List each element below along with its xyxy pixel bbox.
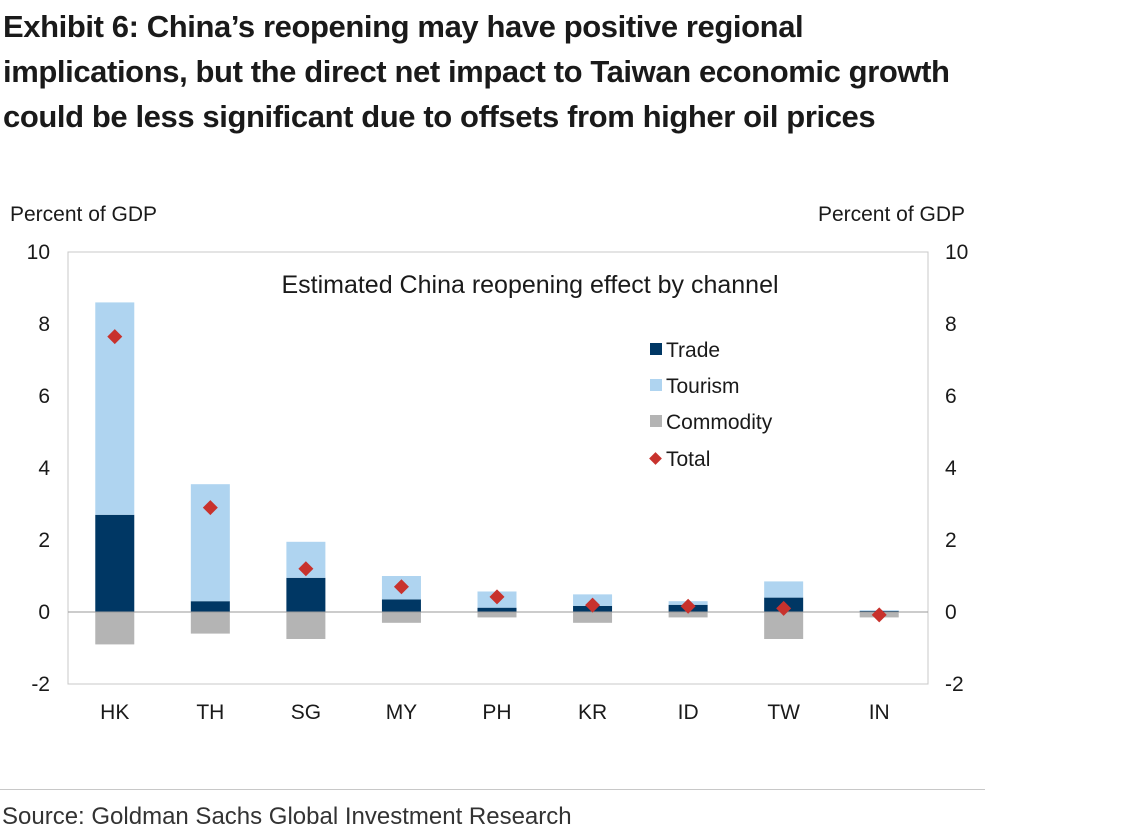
y-tick-label-left: 0: [38, 601, 50, 624]
x-tick-label: ID: [678, 701, 699, 724]
bar-commodity-my: [381, 612, 421, 623]
title-line-3: could be less significant due to offsets…: [3, 99, 876, 134]
source-note: Source: Goldman Sachs Global Investment …: [2, 803, 572, 830]
bar-trade-my: [381, 599, 421, 612]
bar-commodity-hk: [95, 612, 135, 645]
marker-total-ph: [489, 589, 505, 605]
y-tick-label-right: 4: [945, 457, 957, 480]
y-tick-label-right: 10: [945, 241, 968, 264]
marker-total-kr: [585, 597, 601, 613]
legend: Trade Tourism Commodity Total: [649, 339, 773, 471]
y-tick-label-left: 10: [27, 241, 50, 264]
marker-total-tw: [776, 600, 792, 616]
bar-trade-ph: [477, 607, 517, 612]
legend-label-tourism: Tourism: [666, 375, 740, 398]
x-tick-label: TW: [767, 701, 800, 724]
x-tick-label: TH: [196, 701, 224, 724]
y-tick-label-right: 2: [945, 529, 957, 552]
legend-label-trade: Trade: [666, 339, 720, 362]
y-tick-label-right: 0: [945, 601, 957, 624]
x-tick-label: IN: [869, 701, 890, 724]
bar-trade-hk: [95, 514, 135, 612]
title-line-1: Exhibit 6: China’s reopening may have po…: [3, 9, 804, 44]
x-tick-label: HK: [100, 701, 129, 724]
legend-marker-total: [649, 452, 662, 465]
bar-tourism-tw: [764, 581, 804, 598]
legend-swatch-commodity: [650, 415, 662, 427]
bar-commodity-id: [668, 612, 708, 618]
bar-trade-th: [190, 601, 230, 612]
bar-commodity-th: [190, 612, 230, 634]
y-tick-label-left: 6: [38, 385, 50, 408]
x-tick-label: SG: [291, 701, 321, 724]
y-tick-label-left: 4: [38, 457, 50, 480]
plot-area: [67, 251, 929, 685]
x-tick-label: KR: [578, 701, 607, 724]
y-ticks-left: 10 8 6 4 2 0 -2: [27, 241, 51, 696]
y-tick-label-left: 2: [38, 529, 50, 552]
y-tick-label-right: -2: [945, 673, 964, 696]
bar-commodity-kr: [573, 612, 613, 623]
marker-total-hk: [107, 329, 123, 345]
x-tick-label: PH: [482, 701, 511, 724]
marker-total-th: [202, 500, 218, 516]
legend-label-total: Total: [666, 448, 710, 471]
x-tick-label: MY: [386, 701, 418, 724]
title-line-2: implications, but the direct net impact …: [3, 54, 950, 89]
bar-commodity-ph: [477, 612, 517, 618]
x-tick-labels: HK TH SG MY PH KR ID TW IN: [100, 701, 890, 724]
exhibit-title: Exhibit 6: China’s reopening may have po…: [3, 4, 1133, 139]
footer-divider: [0, 789, 985, 790]
marker-total-in: [871, 607, 887, 623]
y-ticks-right: 10 8 6 4 2 0 -2: [945, 241, 968, 696]
y-tick-label-left: 8: [38, 313, 50, 336]
total-markers: [107, 329, 887, 623]
y-tick-label-right: 8: [945, 313, 957, 336]
y-tick-label-left: -2: [31, 673, 50, 696]
y-tick-label-right: 6: [945, 385, 957, 408]
marker-total-id: [680, 598, 696, 614]
legend-swatch-trade: [650, 343, 662, 355]
marker-total-sg: [298, 561, 314, 577]
bar-commodity-sg: [286, 612, 326, 639]
bars: [95, 302, 899, 645]
legend-label-commodity: Commodity: [666, 411, 773, 434]
legend-swatch-tourism: [650, 379, 662, 391]
bar-trade-sg: [286, 577, 326, 612]
chart-title: Estimated China reopening effect by chan…: [281, 271, 778, 299]
marker-total-my: [393, 579, 409, 595]
bar-commodity-tw: [764, 612, 804, 639]
y-axis-label-right: Percent of GDP: [818, 203, 965, 226]
chart: Percent of GDP Percent of GDP 1086420-2 …: [10, 203, 968, 724]
y-axis-label-left: Percent of GDP: [10, 203, 157, 226]
